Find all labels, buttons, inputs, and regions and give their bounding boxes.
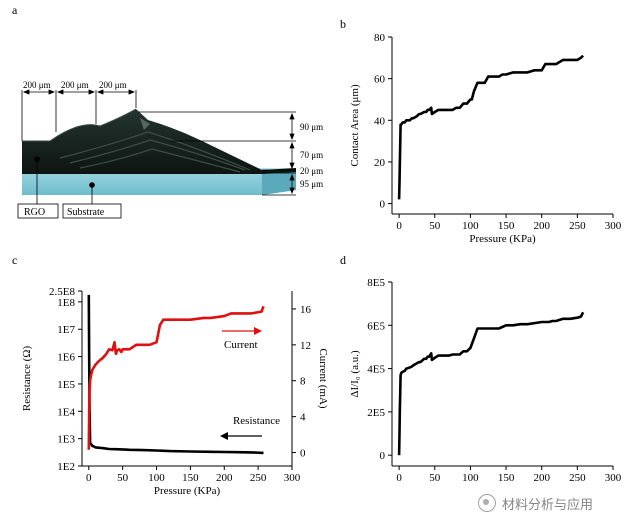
x-tick-label: 50 bbox=[117, 472, 129, 484]
resistance-annotation: Resistance bbox=[233, 415, 280, 427]
schematic-panel: a bbox=[12, 3, 323, 219]
y-tick-label: 1E7 bbox=[57, 324, 75, 336]
x-tick-label: 200 bbox=[533, 220, 550, 232]
x-tick-label: 250 bbox=[569, 472, 586, 484]
y-tick-label: 1E3 bbox=[57, 434, 75, 446]
current-annotation: Current bbox=[224, 339, 258, 351]
legend-substrate: Substrate bbox=[67, 207, 105, 218]
x-tick-label: 300 bbox=[284, 472, 301, 484]
x-axis-label: Pressure (KPa) bbox=[469, 233, 536, 245]
y-tick-label: 40 bbox=[374, 115, 386, 127]
x-tick-label: 100 bbox=[462, 472, 479, 484]
panel-label-a: a bbox=[12, 3, 18, 17]
dim-top-3: 200 μm bbox=[99, 80, 127, 90]
height-dimensions bbox=[138, 111, 296, 196]
dim-right-1: 90 μm bbox=[300, 122, 323, 132]
y-tick-label: 8E5 bbox=[367, 277, 385, 289]
y2-tick-label: 12 bbox=[300, 340, 311, 352]
series-line bbox=[397, 311, 585, 456]
x-tick-label: 0 bbox=[396, 472, 402, 484]
dim-right-3: 20 μm bbox=[300, 166, 323, 176]
x-tick-label: 50 bbox=[429, 220, 441, 232]
x-tick-label: 250 bbox=[250, 472, 267, 484]
current-arrowhead bbox=[254, 327, 262, 335]
x-axis-label: Pressure (KPa) bbox=[154, 485, 221, 497]
y-axis-label: Contact Area (μm) bbox=[349, 84, 361, 167]
y2-tick-label: 4 bbox=[300, 412, 306, 424]
dim-right-4: 95 μm bbox=[300, 179, 323, 189]
x-tick-label: 0 bbox=[396, 220, 402, 232]
x-tick-label: 200 bbox=[533, 472, 550, 484]
x-tick-label: 250 bbox=[569, 220, 586, 232]
y-tick-label: 1E5 bbox=[57, 379, 75, 391]
y2-axis-label: Current (mA) bbox=[317, 348, 329, 409]
dim-top-1: 200 μm bbox=[23, 80, 51, 90]
y-tick-label: 4E5 bbox=[367, 364, 385, 376]
wechat-logo-icon bbox=[478, 494, 496, 512]
panel-label-b: b bbox=[340, 17, 346, 31]
x-tick-label: 150 bbox=[182, 472, 199, 484]
x-tick-label: 150 bbox=[498, 220, 515, 232]
watermark: 材料分析与应用 bbox=[478, 488, 628, 518]
x-tick-label: 100 bbox=[462, 220, 479, 232]
y-tick-label: 60 bbox=[374, 74, 386, 86]
x-tick-label: 200 bbox=[216, 472, 233, 484]
y2-tick-label: 16 bbox=[300, 304, 312, 316]
y2-tick-label: 0 bbox=[300, 448, 306, 460]
y-tick-label: 2.5E8 bbox=[49, 286, 75, 298]
x-tick-label: 300 bbox=[605, 472, 622, 484]
y-tick-label: 0 bbox=[380, 199, 386, 211]
x-tick-label: 0 bbox=[86, 472, 92, 484]
y-tick-label: 80 bbox=[374, 32, 386, 44]
y-tick-label: 2E5 bbox=[367, 407, 385, 419]
y-tick-label: 1E8 bbox=[57, 297, 75, 309]
dim-top-2: 200 μm bbox=[61, 80, 89, 90]
x-tick-label: 100 bbox=[148, 472, 165, 484]
panel-label-d: d bbox=[340, 253, 346, 267]
schematic-legend bbox=[17, 156, 122, 219]
x-tick-label: 300 bbox=[605, 220, 622, 232]
width-dimensions bbox=[21, 89, 137, 141]
delta-current-chart: d 0 50 100 150 200 250 300 0 2E5 4E5 6E5 8E5 ΔI/I₀ (… bbox=[340, 253, 622, 484]
x-tick-label: 50 bbox=[429, 472, 441, 484]
y-tick-label: 1E2 bbox=[57, 461, 75, 473]
y-tick-label: 0 bbox=[380, 450, 386, 462]
y-tick-label: 20 bbox=[374, 157, 386, 169]
y-tick-label: 1E4 bbox=[57, 406, 75, 418]
rgo-film bbox=[22, 108, 296, 174]
resistance-current-chart: c 0 50 100 150 200 250 300 Pressure (KPa) 1E2 1E3… bbox=[12, 253, 329, 497]
resistance-arrowhead bbox=[220, 432, 228, 440]
legend-rgo: RGO bbox=[24, 207, 45, 218]
series-line-current bbox=[87, 305, 265, 450]
contact-area-chart: b 0 50 100 150 200 250 300 Pressure (KPa) 0 20 40 6… bbox=[340, 17, 622, 245]
y-axis-label: ΔI/I₀ (a.u.) bbox=[349, 350, 361, 398]
y-tick-label: 6E5 bbox=[367, 320, 385, 332]
x-tick-label: 150 bbox=[498, 472, 515, 484]
dim-right-2: 70 μm bbox=[300, 150, 323, 160]
y2-tick-label: 8 bbox=[300, 376, 306, 388]
watermark-text: 材料分析与应用 bbox=[502, 497, 594, 513]
y-tick-label: 1E6 bbox=[57, 352, 75, 364]
series-line bbox=[397, 54, 584, 200]
panel-label-c: c bbox=[12, 253, 17, 267]
y-axis-label: Resistance (Ω) bbox=[21, 346, 33, 412]
